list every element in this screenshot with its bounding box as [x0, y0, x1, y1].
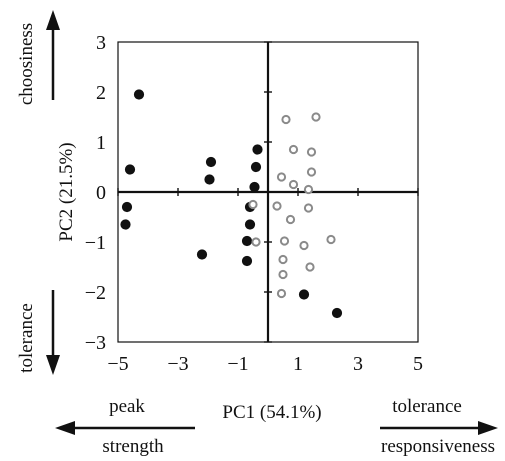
y-up-arrowhead [46, 10, 60, 30]
x-tick-label: 1 [293, 353, 303, 375]
filled-data-point [133, 89, 145, 100]
y-tick-label: 0 [96, 182, 106, 204]
open-data-point [279, 236, 290, 246]
x-left-top-direction-label: peak [109, 396, 145, 417]
filled-data-point [249, 181, 260, 193]
filled-data-point [121, 201, 133, 213]
filled-data-point [205, 156, 217, 168]
open-data-point [303, 184, 314, 195]
open-data-point [305, 262, 315, 272]
filled-data-point [204, 174, 215, 185]
x-tick-label: −3 [167, 353, 188, 375]
filled-data-point [331, 307, 343, 319]
filled-data-point [250, 161, 262, 173]
y-tick-label: −1 [85, 232, 106, 254]
x-tick-label: 3 [353, 353, 363, 375]
x-left-arrowhead [55, 421, 75, 435]
y-tick-label: −2 [85, 282, 106, 304]
ticks-group [117, 41, 419, 343]
open-data-point [326, 234, 336, 245]
open-data-point [248, 199, 258, 210]
filled-data-point [241, 235, 253, 247]
filled-data-point [244, 219, 256, 230]
x-tick-label: 5 [413, 353, 423, 375]
y-tick-label: 2 [96, 82, 106, 104]
y-tick-label: 3 [96, 32, 106, 54]
open-data-point [285, 214, 296, 225]
y-down-direction-label: tolerance [16, 303, 37, 373]
y-tick-label: −3 [85, 332, 106, 354]
open-data-point [306, 167, 317, 177]
open-data-point [251, 237, 261, 247]
open-data-point [272, 201, 282, 211]
open-data-point [303, 203, 314, 213]
x-axis-title: PC1 (54.1%) [222, 402, 321, 423]
x-tick-label: −5 [107, 353, 128, 375]
open-data-point [281, 114, 291, 125]
open-data-point [299, 240, 309, 251]
open-data-point [278, 254, 288, 265]
open-data-point [306, 147, 317, 157]
filled-data-point [298, 289, 310, 300]
y-down-arrowhead [46, 355, 60, 375]
x-tick-label: −1 [227, 353, 248, 375]
y-up-direction-label: choosiness [16, 23, 37, 105]
open-data-point [288, 179, 299, 190]
filled-data-point [120, 219, 131, 230]
y-axis-title: PC2 (21.5%) [56, 142, 77, 241]
x-right-bottom-direction-label: responsiveness [381, 436, 495, 457]
filled-data-point [252, 144, 263, 155]
filled-data-point [241, 255, 253, 267]
filled-data-point [196, 249, 208, 260]
open-data-point [278, 269, 288, 280]
open-data-point [276, 288, 287, 299]
open-data-point [276, 172, 287, 182]
open-data-point [288, 144, 299, 155]
x-right-arrowhead [478, 421, 498, 435]
filled-data-point [124, 164, 136, 175]
x-left-bottom-direction-label: strength [102, 436, 164, 457]
points-group [120, 89, 343, 319]
open-data-point [311, 112, 321, 122]
y-tick-label: 1 [96, 132, 106, 154]
x-right-top-direction-label: tolerance [392, 396, 462, 417]
